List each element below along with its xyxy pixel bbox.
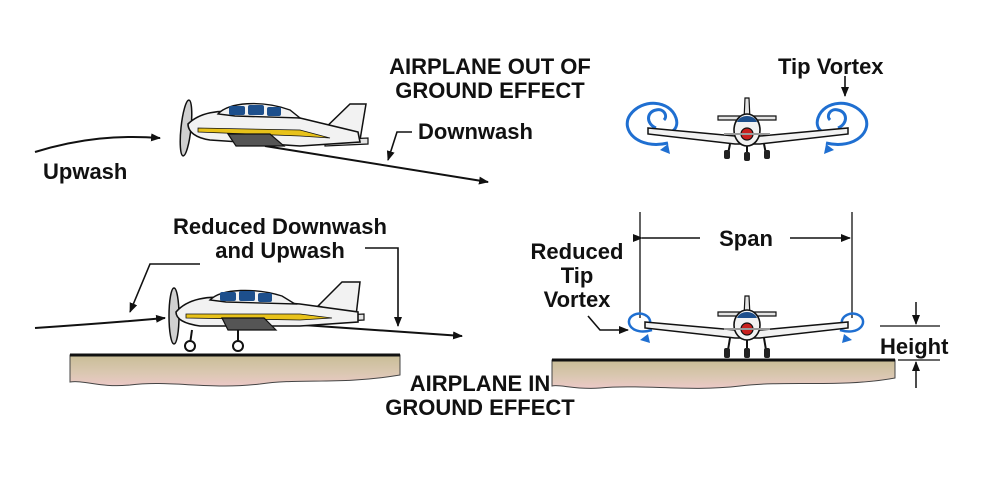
reduced-upwash-arrow — [34, 314, 166, 329]
reduced-downwash-line2: and Upwash — [215, 238, 345, 263]
tip-vortex-label: Tip Vortex — [778, 54, 884, 79]
upwash-label: Upwash — [43, 159, 128, 184]
reduced-vortex-left — [627, 312, 653, 333]
side-airplane-out-of-ground-effect — [34, 99, 489, 185]
downwash-leader — [386, 131, 412, 161]
span-label: Span — [719, 226, 773, 251]
ground-left — [69, 354, 401, 387]
reduced-leader-left — [129, 263, 200, 313]
in-title-line2: GROUND EFFECT — [385, 395, 575, 420]
ground-right — [551, 359, 896, 389]
reduced-vortex-right — [839, 312, 865, 333]
side-airplane-in-ground-effect — [34, 247, 463, 387]
tip-vortex-left — [625, 101, 679, 146]
in-title-line1: AIRPLANE IN — [409, 371, 551, 396]
out-title-line1: AIRPLANE OUT OF — [389, 54, 591, 79]
reduced-leader-right — [365, 247, 402, 327]
tip-vortex-right — [815, 101, 869, 146]
downwash-arrow — [264, 145, 489, 185]
reduced-tip-line2: Tip — [560, 263, 594, 288]
reduced-tip-line3: Vortex — [543, 287, 611, 312]
height-label: Height — [880, 334, 949, 359]
out-title-line2: GROUND EFFECT — [395, 78, 585, 103]
downwash-label: Downwash — [418, 119, 533, 144]
front-airplane-in-ground-effect — [551, 212, 940, 389]
reduced-downwash-line1: Reduced Downwash — [173, 214, 387, 239]
reduced-tip-line1: Reduced — [530, 239, 624, 264]
out-of-ground-effect-title: AIRPLANE OUT OF GROUND EFFECT — [340, 55, 640, 103]
reduced-tip-vortex-label: Reduced Tip Vortex — [512, 240, 642, 312]
in-ground-effect-title: AIRPLANE IN GROUND EFFECT — [330, 372, 630, 420]
reduced-downwash-label: Reduced Downwash and Upwash — [140, 215, 420, 263]
front-airplane-out-of-ground-effect — [625, 76, 869, 161]
upwash-arrow — [34, 133, 161, 153]
